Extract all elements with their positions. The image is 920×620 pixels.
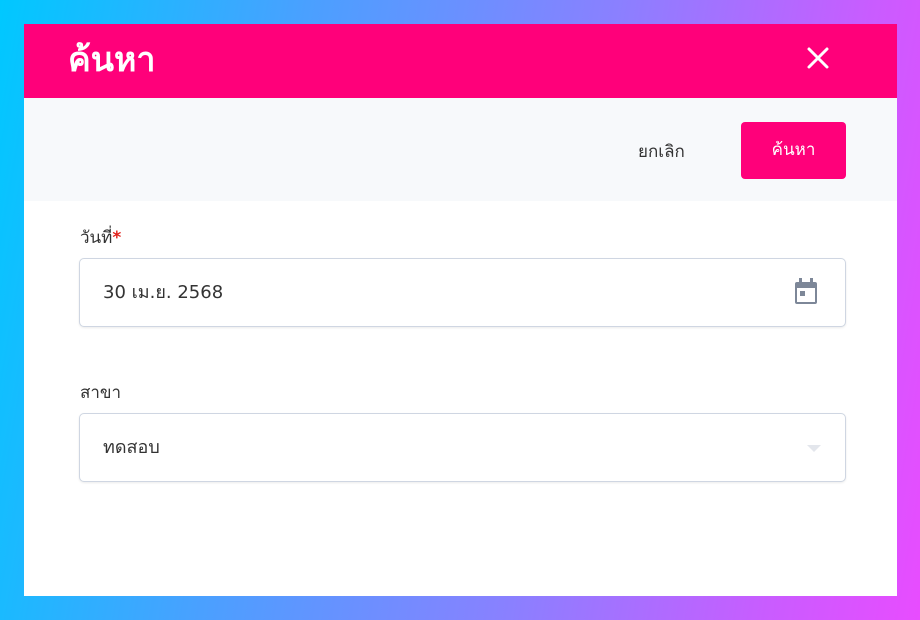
branch-value: ทดสอบ xyxy=(103,437,160,458)
chevron-down-icon xyxy=(807,445,821,452)
date-label-text: วันที่ xyxy=(80,228,113,248)
cancel-button[interactable]: ยกเลิก xyxy=(638,142,685,162)
date-label: วันที่* xyxy=(80,224,121,251)
search-button[interactable]: ค้นหา xyxy=(741,122,846,179)
close-button[interactable] xyxy=(802,42,834,74)
close-icon xyxy=(807,47,829,69)
dialog-header: ค้นหา xyxy=(24,24,897,98)
branch-label: สาขา xyxy=(80,383,122,403)
search-dialog: ค้นหา ยกเลิก ค้นหา วันที่* 30 เม.ย. 2568… xyxy=(24,24,897,596)
branch-select[interactable]: ทดสอบ xyxy=(79,413,846,482)
date-value: 30 เม.ย. 2568 xyxy=(103,282,224,303)
date-field[interactable]: 30 เม.ย. 2568 xyxy=(79,258,846,327)
dialog-toolbar: ยกเลิก ค้นหา xyxy=(24,98,897,201)
required-mark: * xyxy=(112,228,122,248)
calendar-icon[interactable] xyxy=(793,278,819,306)
dialog-title: ค้นหา xyxy=(68,40,156,80)
